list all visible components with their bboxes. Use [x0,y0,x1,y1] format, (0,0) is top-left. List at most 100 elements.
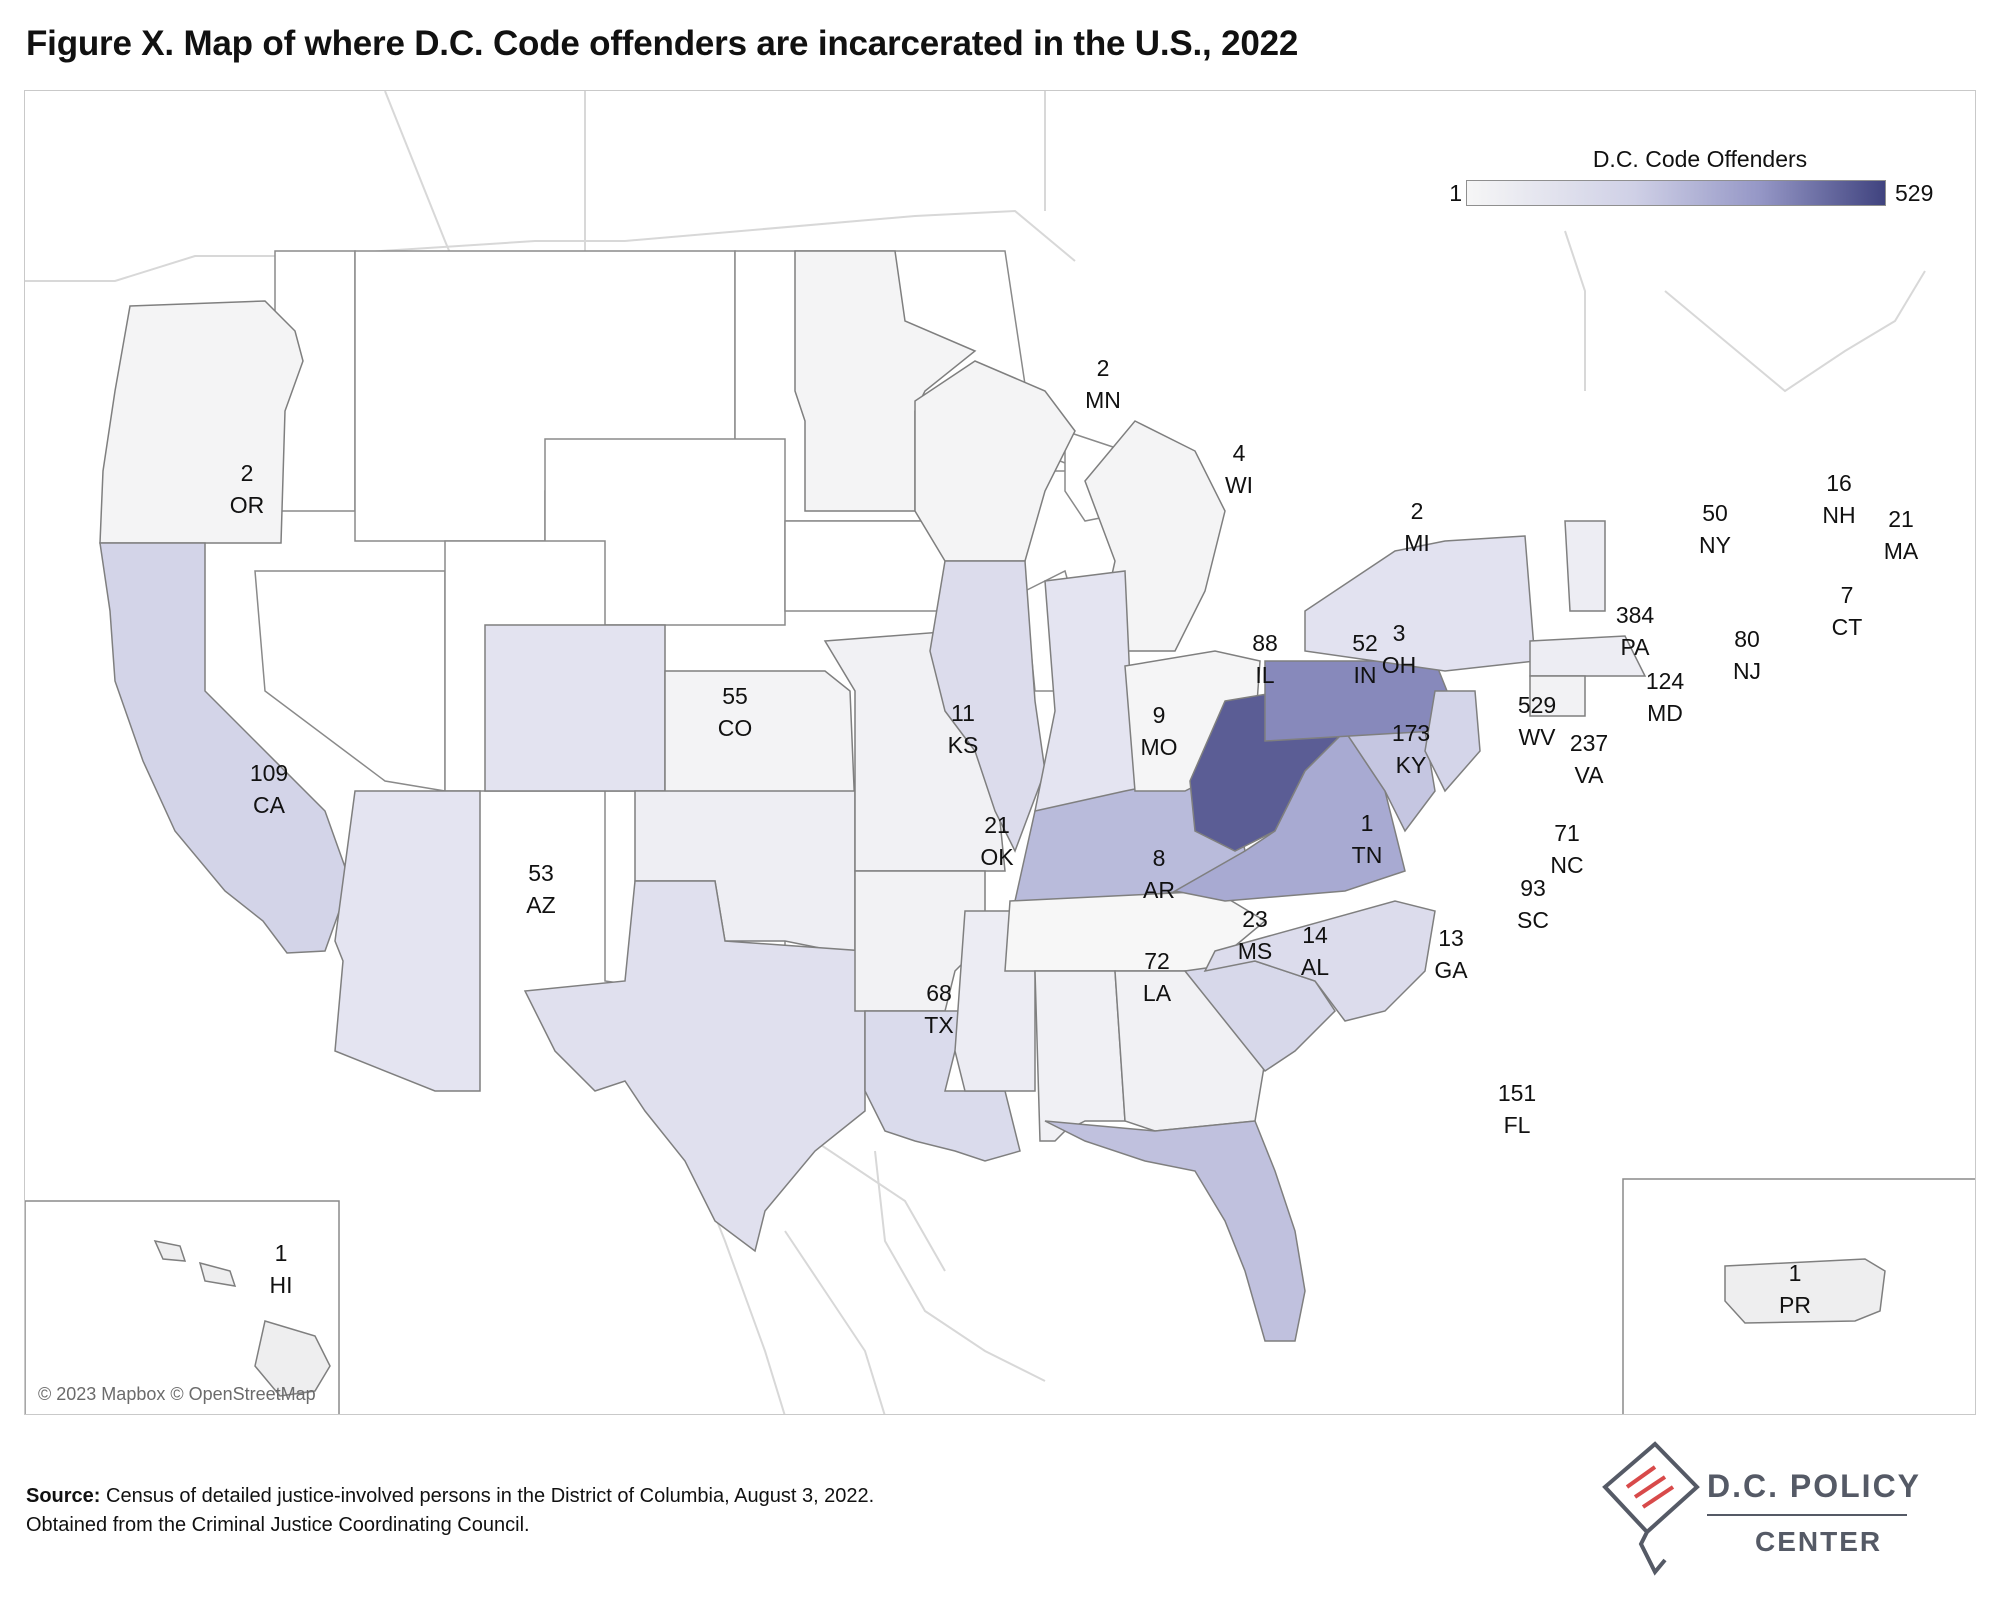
label-OK-value: 21 [984,812,1010,838]
legend-min-value: 1 [1449,180,1462,206]
label-WI-abbr: WI [1225,472,1253,498]
dc-outline-icon [1602,1441,1700,1576]
state-OR[interactable] [99,300,304,544]
label-PA-value: 384 [1616,602,1655,628]
label-LA-value: 72 [1144,948,1170,974]
label-CA-value: 109 [250,760,288,786]
label-NH-abbr: NH [1822,502,1855,528]
state-KS[interactable] [664,670,856,812]
state-MA[interactable] [1529,635,1647,677]
state-NJ[interactable] [1424,690,1481,793]
legend-title: D.C. Code Offenders [1592,146,1808,172]
color-legend: D.C. Code Offenders 1 529 [1440,142,1940,212]
state-LA[interactable] [864,1010,1021,1162]
label-NY-value: 50 [1702,500,1728,526]
label-MS-abbr: MS [1238,938,1273,964]
state-CA[interactable] [99,542,351,954]
label-MO-value: 9 [1153,702,1166,728]
logo-text-line-1: D.C. POLICY [1707,1468,1922,1504]
label-VA-abbr: VA [1575,762,1605,788]
label-AL-value: 14 [1302,922,1328,948]
puerto-rico-inset-frame [1622,1178,1975,1414]
state-PR[interactable] [1724,1258,1886,1324]
label-GA-value: 13 [1438,925,1464,951]
hawaii-island-3 [198,1261,237,1287]
state-FL[interactable] [1044,1120,1306,1342]
state-CT[interactable] [1529,675,1586,717]
label-AZ-value: 53 [528,860,554,886]
label-CA-abbr: CA [253,792,286,818]
label-MA-value: 21 [1888,506,1914,532]
label-HI-value: 1 [275,1240,288,1266]
logo-divider [1707,1514,1907,1516]
us-map[interactable]: 2 OR 109 CA 53 AZ 55 CO 11 KS 21 OK 68 T… [25,91,1976,1415]
label-OR-value: 2 [241,460,254,486]
label-NC-value: 71 [1554,820,1580,846]
state-IL[interactable] [929,560,1046,853]
label-MI-value: 2 [1411,498,1424,524]
label-MI-abbr: MI [1404,530,1430,556]
label-OK-abbr: OK [980,844,1014,870]
label-WV-value: 529 [1518,692,1556,718]
label-WV-abbr: WV [1518,724,1556,750]
hawaii-inset-frame [25,1200,340,1414]
legend-gradient-bar [1466,180,1886,206]
source-line-1: Census of detailed justice-involved pers… [106,1485,875,1507]
label-AR-value: 8 [1153,845,1166,871]
label-SC-abbr: SC [1517,907,1549,933]
map-attribution[interactable]: © 2023 Mapbox © OpenStreetMap [38,1384,316,1404]
map-frame[interactable]: 2 OR 109 CA 53 AZ 55 CO 11 KS 21 OK 68 T… [24,90,1976,1415]
label-NJ-abbr: NJ [1733,658,1761,684]
state-CO[interactable] [484,624,666,792]
label-NJ-value: 80 [1734,626,1760,652]
label-KS-abbr: KS [948,732,979,758]
figure-title: Figure X. Map of where D.C. Code offende… [26,24,1299,63]
label-IN-abbr: IN [1354,662,1377,688]
label-MO-abbr: MO [1140,734,1177,760]
label-NH-value: 16 [1826,470,1852,496]
label-CO-value: 55 [722,683,748,709]
label-PR-abbr: PR [1779,1292,1811,1318]
state-WI[interactable] [914,360,1076,562]
source-note: Source: Census of detailed justice-invol… [26,1482,874,1540]
label-NC-abbr: NC [1550,852,1583,878]
inset-states[interactable] [153,1239,1886,1397]
state-NY[interactable] [1304,535,1536,672]
label-TN-abbr: TN [1352,842,1383,868]
source-line-2: Obtained from the Criminal Justice Coord… [26,1514,530,1536]
legend-max-value: 529 [1895,180,1934,206]
state-NH[interactable] [1564,520,1606,612]
state-IN[interactable] [1034,570,1136,822]
state-value-labels: 2 OR 109 CA 53 AZ 55 CO 11 KS 21 OK 68 T… [230,355,1919,1318]
label-MD-abbr: MD [1647,700,1683,726]
state-AL[interactable] [1034,970,1126,1142]
label-NY-abbr: NY [1699,532,1731,558]
label-SC-value: 93 [1520,875,1546,901]
label-OH-abbr: OH [1382,652,1417,678]
label-MS-value: 23 [1242,906,1268,932]
label-TX-abbr: TX [924,1012,953,1038]
label-OR-abbr: OR [230,492,265,518]
dc-policy-center-logo: D.C. POLICY CENTER [1585,1432,1945,1582]
choropleth-states[interactable] [99,250,1647,1342]
state-TX[interactable] [523,880,866,1253]
label-OH-value: 3 [1393,620,1406,646]
state-AR[interactable] [854,870,986,1012]
label-PR-value: 1 [1789,1260,1802,1286]
label-MD-value: 124 [1646,668,1685,694]
logo-text-line-2: CENTER [1755,1526,1883,1557]
state-AZ[interactable] [334,790,481,1092]
hawaii-island-2 [153,1239,187,1262]
state-NC[interactable] [1203,900,1436,1022]
label-IL-value: 88 [1252,630,1278,656]
label-HI-abbr: HI [270,1272,293,1298]
label-FL-value: 151 [1498,1080,1536,1106]
state-HI[interactable] [254,1320,331,1397]
inset-frames [25,1178,1975,1414]
label-VA-value: 237 [1570,730,1608,756]
label-CT-abbr: CT [1832,614,1863,640]
label-KY-value: 173 [1392,720,1430,746]
label-MN-value: 2 [1097,355,1110,381]
source-label: Source: [26,1485,101,1507]
label-CO-abbr: CO [718,715,753,741]
